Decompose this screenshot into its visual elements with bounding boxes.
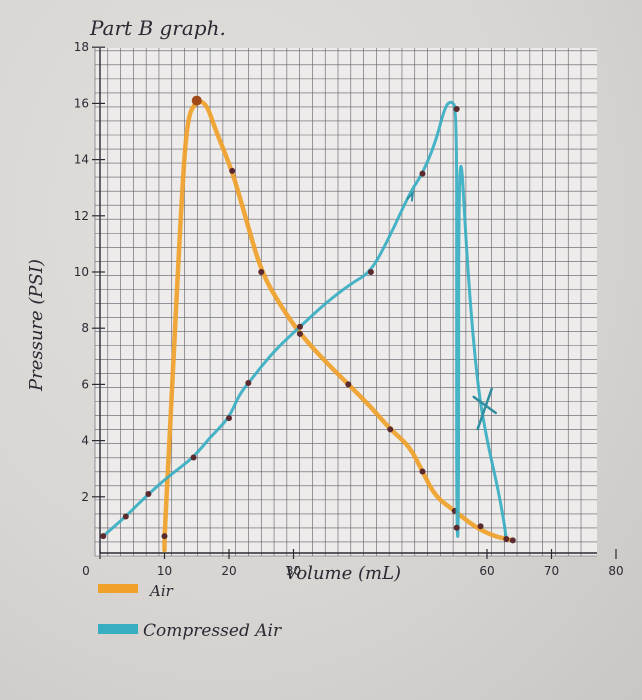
legend: Air Compressed Air <box>98 582 282 641</box>
x-tick-label: 70 <box>544 564 559 578</box>
x-tick-label: 10 <box>157 564 172 578</box>
data-point <box>296 323 303 330</box>
y-tick-label: 8 <box>81 321 89 335</box>
data-point <box>477 523 484 530</box>
y-axis-label: Pressure (PSI) <box>26 259 47 392</box>
series-compressed-air <box>100 100 510 542</box>
x-tick-labels: 0 10 20 30 60 70 80 <box>82 549 624 578</box>
data-point <box>258 269 265 275</box>
data-point <box>419 170 426 177</box>
y-tick-label: 6 <box>81 377 89 391</box>
legend-swatch <box>98 624 138 634</box>
data-point <box>122 513 129 520</box>
x-axis-label: Volume (mL) <box>285 563 401 584</box>
y-tick-label: 12 <box>74 209 89 223</box>
cross-mark <box>472 395 497 415</box>
direction-arrow <box>406 190 415 202</box>
data-point <box>191 95 202 106</box>
series-air <box>161 95 516 553</box>
data-point <box>367 269 374 275</box>
annotation-layer <box>406 190 497 431</box>
legend-swatch <box>98 584 138 593</box>
series-line <box>101 100 508 541</box>
legend-label: Compressed Air <box>143 621 282 641</box>
data-point <box>245 379 252 386</box>
data-point <box>345 381 352 388</box>
cross-mark <box>476 387 493 431</box>
y-tick-label: 2 <box>81 490 89 504</box>
y-tick-label: 18 <box>74 40 89 54</box>
x-tick-label: 30 <box>286 564 301 578</box>
data-point <box>387 426 394 433</box>
data-point <box>509 537 516 544</box>
data-point <box>453 106 460 113</box>
legend-label: Air <box>148 582 174 600</box>
y-tick-label: 16 <box>74 96 89 110</box>
x-tick-label: 60 <box>479 564 494 578</box>
data-point <box>419 468 426 475</box>
y-tick-labels: 2 4 6 8 10 12 14 16 18 <box>74 40 105 504</box>
series-layer <box>100 95 516 553</box>
data-point <box>453 524 460 531</box>
graph-paper <box>95 48 597 556</box>
y-tick-label: 4 <box>81 434 89 448</box>
data-point <box>190 454 197 461</box>
chart-title: Part B graph. <box>89 16 226 40</box>
data-point <box>100 533 107 540</box>
x-tick-label: 80 <box>608 564 623 578</box>
y-tick-label: 14 <box>74 153 89 167</box>
series-line <box>162 99 516 553</box>
x-tick-label: 20 <box>221 564 236 578</box>
y-tick-label: 10 <box>74 265 89 279</box>
data-point <box>503 535 510 542</box>
data-point <box>161 533 168 540</box>
data-point <box>296 330 303 337</box>
x-tick-label: 0 <box>82 564 90 578</box>
data-point <box>229 167 236 174</box>
data-point <box>226 415 232 422</box>
data-point <box>145 490 152 497</box>
